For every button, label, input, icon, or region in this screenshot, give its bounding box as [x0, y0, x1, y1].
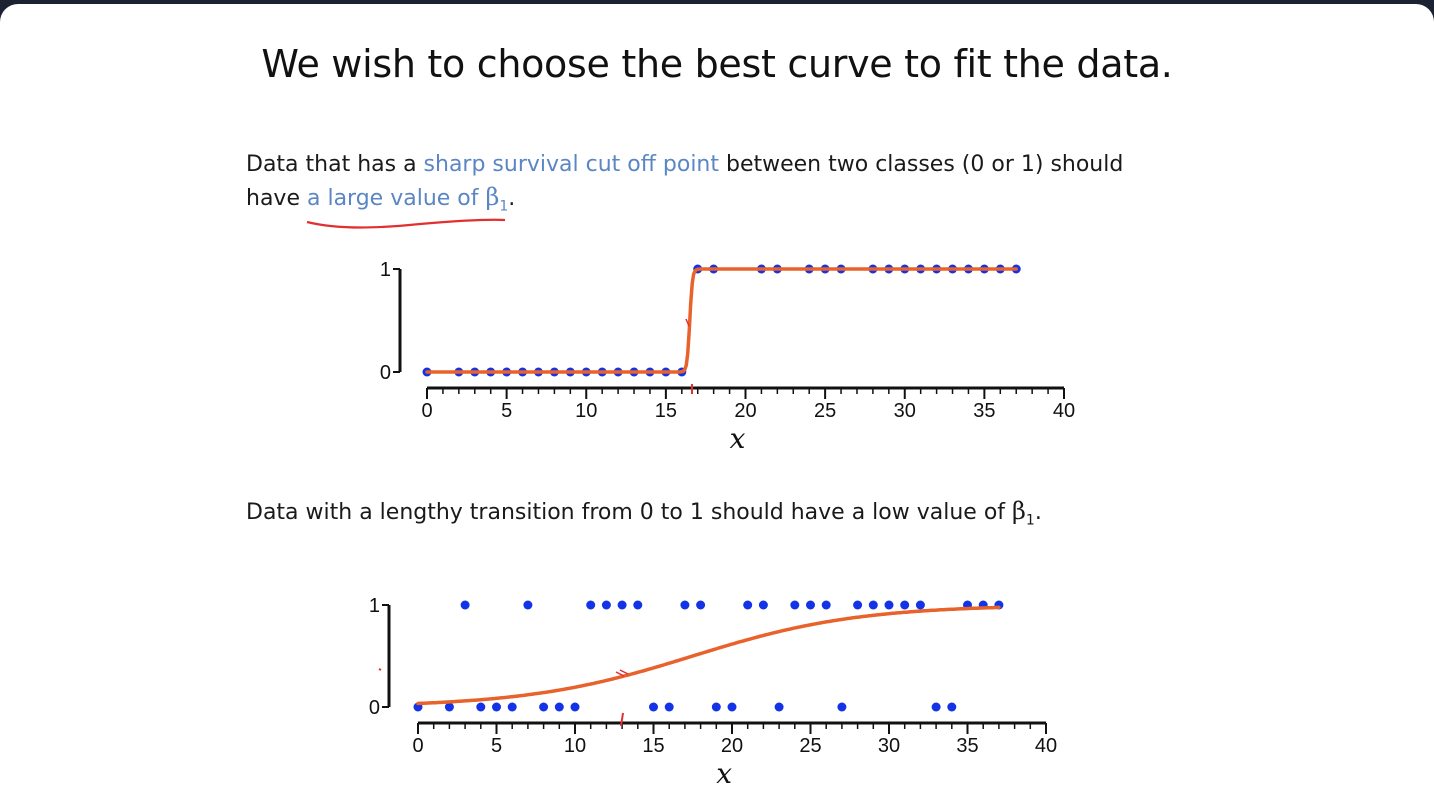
x-tick-label: 40 [1053, 400, 1075, 422]
x-tick-label: 0 [412, 735, 423, 757]
data-point [680, 600, 690, 610]
x-axis-label: x [716, 757, 732, 790]
data-point [790, 600, 800, 610]
x-tick-label: 40 [1035, 735, 1057, 757]
x-tick-label: 20 [721, 735, 743, 757]
text: Data that has a [246, 152, 424, 177]
data-point [821, 600, 831, 610]
x-tick-label: 35 [956, 735, 978, 757]
x-tick-label: 30 [894, 400, 916, 422]
red-tick-mark [685, 318, 690, 327]
x-tick-label: 35 [973, 400, 995, 422]
x-tick-label: 10 [575, 400, 597, 422]
data-point [774, 702, 784, 712]
beta-subscript: 1 [499, 198, 509, 215]
data-point [743, 600, 753, 610]
highlight-large-value: a large value of β1 [306, 183, 509, 215]
highlight-sharp-cutoff: sharp survival cut off point [423, 152, 719, 177]
text: . [1034, 500, 1042, 525]
stray-mark [378, 668, 382, 671]
x-tick-label: 10 [564, 735, 586, 757]
data-point [884, 600, 894, 610]
data-point [476, 702, 486, 712]
data-point [507, 702, 517, 712]
x-tick-label: 25 [799, 735, 821, 757]
data-point [539, 702, 549, 712]
x-tick-label: 15 [642, 735, 664, 757]
slide-title: We wish to choose the best curve to fit … [261, 42, 1173, 86]
slide: We wish to choose the best curve to fit … [0, 4, 1434, 810]
paragraph-sharp-cutoff: Data that has a sharp survival cut off p… [246, 149, 1146, 215]
data-point [900, 600, 910, 610]
chart-sharp-cutoff: 010 5 10 15 20 25 30 35 40x [380, 259, 1075, 455]
x-tick-label: 25 [814, 400, 836, 422]
data-point [492, 702, 501, 712]
red-tick-mark [620, 712, 624, 727]
text: a large value of [306, 186, 486, 211]
beta-symbol: β [1012, 497, 1026, 525]
logistic-curve [416, 605, 1001, 706]
data-point [727, 702, 737, 712]
paragraph-lengthy-transition: Data with a lengthy transition from 0 to… [246, 495, 1146, 529]
x-tick-label: 15 [655, 400, 677, 422]
underline-annotation [306, 218, 506, 229]
data-point [664, 702, 674, 712]
text: have [246, 186, 307, 211]
charts-canvas: 010 5 10 15 20 25 30 35 40x 010 5 10 15 20 25 30 35 40x [306, 218, 1075, 790]
x-tick-label: 30 [878, 735, 900, 757]
data-point [570, 702, 580, 712]
data-point [931, 702, 941, 712]
data-point [586, 600, 596, 610]
x-tick-label: 0 [421, 400, 432, 422]
data-point [633, 600, 643, 610]
data-point [711, 702, 721, 712]
data-point [444, 702, 454, 712]
data-point [868, 600, 878, 610]
beta-symbol: β [485, 183, 500, 211]
data-point [523, 600, 533, 610]
y-tick-label: 0 [380, 362, 391, 384]
data-point [758, 600, 768, 610]
x-tick-label: 5 [491, 735, 502, 757]
data-point [947, 702, 957, 712]
data-point [601, 600, 611, 610]
y-tick-label: 1 [380, 259, 391, 281]
chart-lengthy-transition: 010 5 10 15 20 25 30 35 40x [369, 595, 1057, 790]
x-tick-label: 20 [734, 400, 756, 422]
logistic-curve [425, 267, 1018, 374]
beta-subscript: 1 [1025, 512, 1035, 529]
red-tick-mark [615, 669, 629, 677]
y-tick-label: 1 [369, 595, 380, 617]
text: between two classes (0 or 1) should [719, 152, 1124, 177]
data-point [460, 600, 470, 610]
data-point [853, 600, 863, 610]
y-tick-label: 0 [369, 697, 380, 719]
data-point [554, 702, 564, 712]
data-point [649, 702, 658, 712]
x-tick-label: 5 [501, 400, 512, 422]
data-point [806, 600, 815, 610]
x-axis-label: x [730, 422, 746, 455]
data-point [915, 600, 925, 610]
data-point [617, 600, 627, 610]
data-point [696, 600, 706, 610]
text: . [508, 186, 516, 211]
data-point [837, 702, 847, 712]
text: Data with a lengthy transition from 0 to… [246, 500, 1013, 525]
